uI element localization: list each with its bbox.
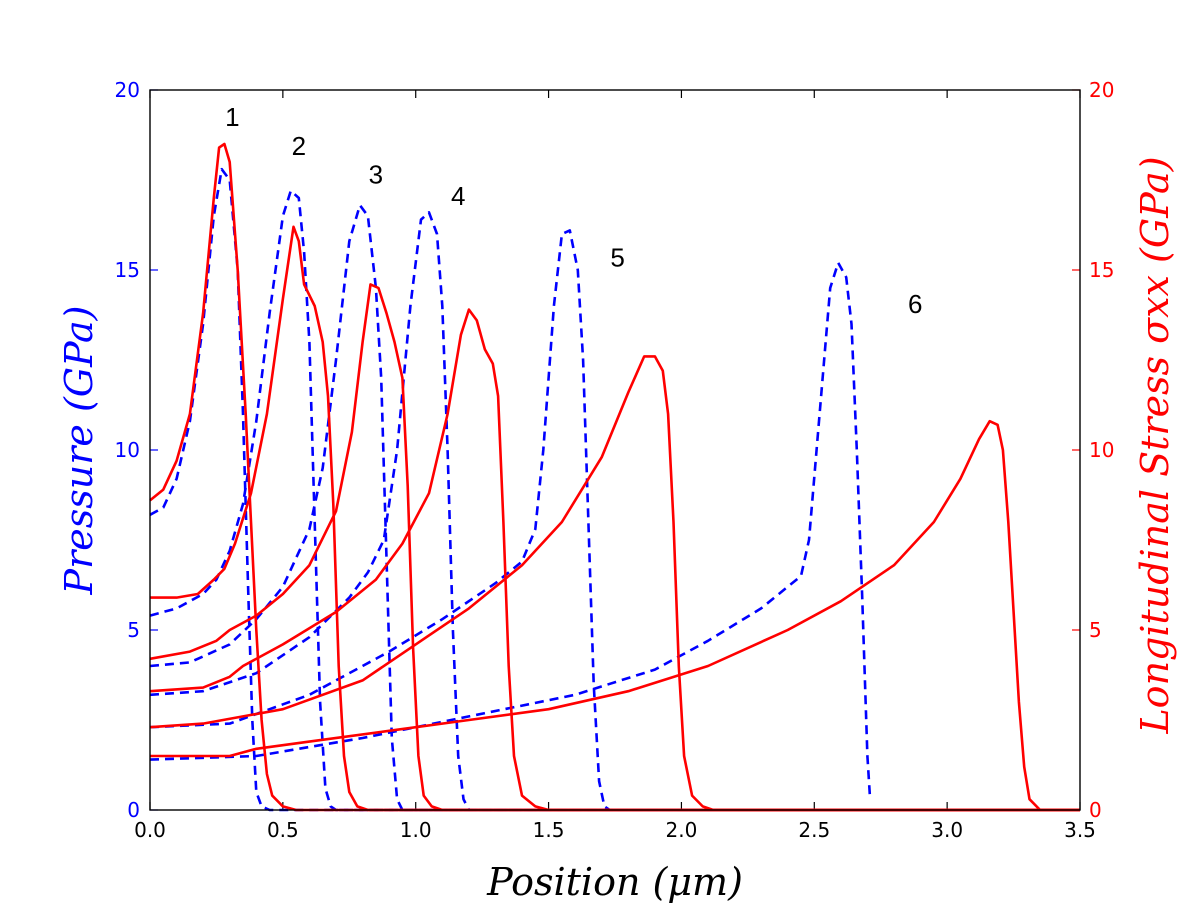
curve-label-4: 4 (451, 181, 465, 211)
stress-curve-5 (149, 355, 1080, 812)
x-tick-label: 0.5 (267, 818, 299, 842)
stress-curve-3 (149, 283, 1080, 812)
y-axis-right-title: Longitudinal Stress σxx (GPa) (1133, 156, 1177, 734)
x-tick-label: 2.0 (666, 818, 698, 842)
stress-curve-6 (150, 419, 1080, 812)
plot-frame (149, 89, 1081, 811)
x-tick-label: 3.5 (1064, 818, 1096, 842)
x-tick-label: 0.0 (134, 818, 166, 842)
curve-labels-layer: 1 2 3 4 5 6 (225, 102, 922, 319)
stress-curve-2 (150, 225, 1080, 812)
x-axis-title: Position (μm) (486, 860, 743, 904)
curve-label-2: 2 (292, 131, 306, 161)
stress-curve-4 (149, 308, 1080, 812)
curve-label-5: 5 (610, 242, 624, 272)
curve-label-1: 1 (225, 102, 239, 132)
stress-curve-1 (149, 142, 1080, 812)
y-right-tick-label: 5 (1089, 618, 1102, 642)
x-tick-label: 3.0 (931, 818, 963, 842)
y-left-tick-label: 5 (127, 618, 140, 642)
x-tick-label: 2.5 (798, 818, 830, 842)
pressure-curve-5 (149, 229, 1080, 812)
y-right-tick-label: 15 (1089, 258, 1114, 282)
y-axis-left-title: Pressure (GPa) (57, 306, 101, 596)
pressure-curve-1 (149, 167, 1080, 812)
pressure-curve-3 (149, 203, 1080, 812)
y-left-tick-label: 15 (115, 258, 140, 282)
x-tick-label: 1.5 (533, 818, 565, 842)
curves-layer (149, 142, 1080, 812)
curve-label-6: 6 (908, 289, 922, 319)
pressure-curve-4 (149, 211, 1080, 812)
y-right-tick-label: 20 (1089, 78, 1114, 102)
y-right-tick-label: 10 (1089, 438, 1114, 462)
pressure-curve-6 (149, 261, 872, 800)
y-left-tick-label: 20 (115, 78, 140, 102)
pressure-curve-2 (149, 189, 1080, 812)
y-right-tick-label: 0 (1089, 798, 1102, 822)
x-tick-label: 1.0 (400, 818, 432, 842)
curve-label-3: 3 (369, 160, 383, 190)
y-left-tick-label: 10 (115, 438, 140, 462)
y-left-tick-label: 0 (127, 798, 140, 822)
